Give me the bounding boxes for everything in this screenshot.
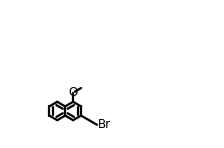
Text: Br: Br xyxy=(98,118,111,131)
Text: O: O xyxy=(69,86,78,99)
